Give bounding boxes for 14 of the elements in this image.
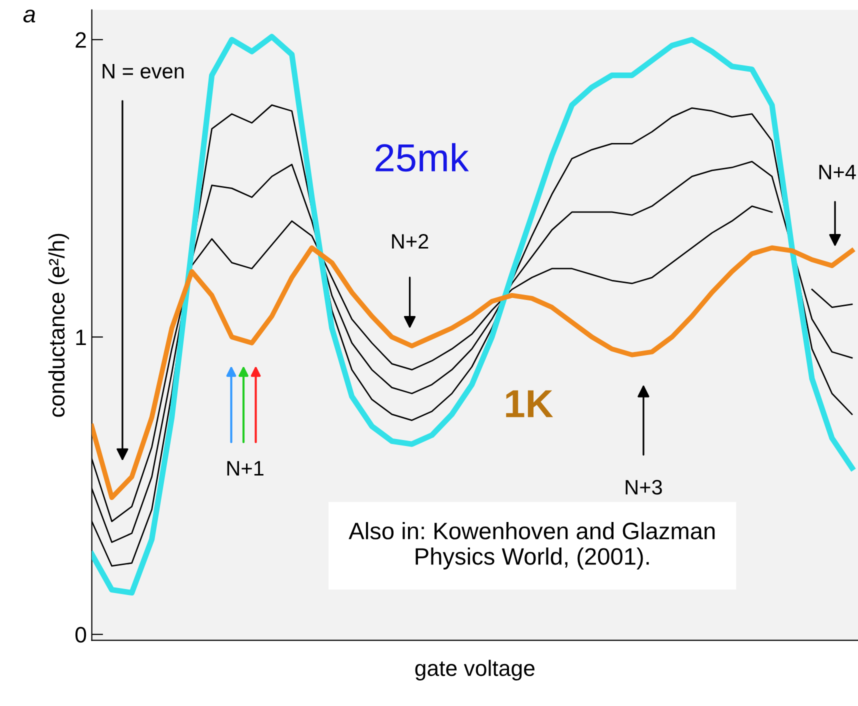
y-tick-label: 0	[75, 626, 86, 643]
annotation: N+2	[392, 234, 428, 249]
annotation: N = even	[102, 64, 184, 79]
annotation: N+4	[819, 164, 856, 180]
text: a	[23, 10, 36, 23]
x-axis-title: gate voltage	[415, 660, 534, 680]
y-axis-title: conductance (e²/h)	[48, 234, 70, 417]
annotation: Also in: Kowenhoven and Glazman Physics World, (2001).	[348, 522, 715, 570]
annotation: N+1	[227, 461, 264, 476]
y-tick-label: 2	[76, 32, 86, 48]
annotation: 1K	[506, 390, 554, 418]
annotation: N+3	[626, 480, 662, 495]
y-tick-label: 1	[76, 330, 86, 346]
annotation: 25mk	[376, 143, 469, 172]
